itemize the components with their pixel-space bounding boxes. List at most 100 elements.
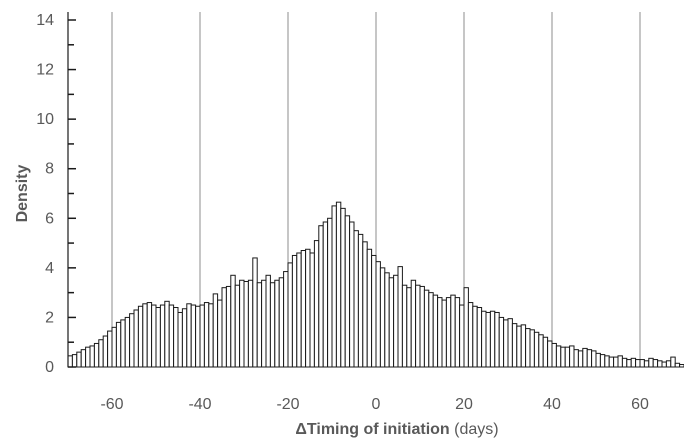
histogram-bar [243, 280, 249, 368]
histogram-bar [375, 261, 381, 368]
histogram-bar [309, 252, 315, 368]
histogram-bar [133, 309, 139, 368]
histogram-bar [397, 266, 403, 368]
histogram-bar [283, 271, 289, 368]
histogram-bar [582, 347, 588, 368]
histogram-bar [379, 267, 386, 368]
y-tick-label: 12 [36, 62, 54, 79]
y-ticks: 0 2 4 6 8 10 12 14 [36, 12, 76, 376]
histogram-bar [384, 272, 390, 368]
histogram-bar [327, 217, 333, 368]
histogram-bar [168, 304, 175, 368]
histogram-bar [445, 297, 452, 368]
histogram-bar [529, 329, 535, 368]
histogram-bar [516, 325, 522, 368]
histogram-bar [428, 292, 434, 368]
histogram-bar [507, 318, 513, 368]
histogram-bar [595, 352, 601, 368]
histogram-bar [410, 279, 417, 368]
histogram-bar [80, 349, 87, 368]
histogram-bar [318, 225, 324, 368]
histogram-bar [648, 357, 654, 368]
histogram-bar [604, 355, 610, 368]
histogram-bar [195, 305, 201, 368]
histogram-bar [560, 346, 566, 368]
histogram-bar [221, 287, 227, 368]
y-tick-label: 4 [45, 260, 54, 277]
histogram-bar [432, 294, 439, 368]
histogram-bar [296, 252, 302, 368]
histogram-bar [164, 300, 170, 368]
histogram-bar [586, 349, 593, 368]
histogram-bar [349, 221, 355, 368]
histogram-bar [331, 205, 337, 368]
histogram-bar [124, 316, 131, 368]
histogram-bar [371, 254, 377, 368]
histogram-bar [287, 262, 293, 368]
histogram-bar [291, 254, 298, 368]
histogram-bar [617, 355, 623, 368]
x-tick-label: -60 [100, 396, 123, 413]
x-tick-label: 20 [455, 396, 473, 413]
histogram-bar [265, 274, 271, 368]
histogram-bar [635, 359, 641, 368]
histogram-bar [613, 356, 619, 368]
histogram-bar [208, 303, 214, 368]
histogram-bar [181, 308, 188, 368]
histogram-bar [129, 313, 135, 368]
histogram-bar [362, 241, 368, 368]
histogram-bar [212, 293, 219, 368]
histogram-bar [599, 354, 606, 368]
histogram-bar [511, 323, 518, 368]
histogram-bar [459, 304, 465, 368]
histogram-bar [454, 297, 461, 368]
histogram-bar [489, 310, 496, 368]
histogram-bar [406, 287, 412, 368]
histogram-bar [463, 287, 469, 368]
histogram-bar [155, 307, 161, 368]
histogram-bar [305, 248, 311, 368]
histogram-bar [217, 299, 223, 368]
histogram-bar [485, 311, 491, 368]
histogram-bar [626, 359, 632, 368]
histogram-bar [665, 360, 672, 368]
histogram-bar [467, 302, 474, 368]
histogram-bar [177, 311, 183, 368]
histogram-bar [388, 277, 395, 368]
histogram-bar [159, 304, 166, 368]
histogram-bar [313, 240, 320, 368]
histogram-bar [481, 310, 487, 368]
histogram-bar [278, 277, 285, 368]
histogram-bar [547, 340, 553, 368]
histogram-bar [639, 359, 645, 368]
y-tick-label: 10 [36, 111, 54, 128]
histogram-bar [256, 282, 263, 368]
histogram-bar [476, 307, 483, 368]
histogram-bar [450, 294, 456, 368]
y-tick-label: 6 [45, 210, 54, 227]
histogram-bar [608, 356, 615, 368]
x-tick-label: 0 [372, 396, 381, 413]
histogram-bar [551, 342, 557, 368]
histogram-bar [115, 321, 122, 368]
histogram-bar [591, 350, 597, 368]
histogram-bar [652, 359, 659, 368]
histogram-bar [357, 233, 364, 368]
histogram-bar [401, 284, 408, 368]
histogram-bar [643, 360, 650, 368]
histogram-bar [89, 345, 95, 368]
histogram-bar [107, 330, 113, 368]
histogram-bar [353, 230, 359, 368]
histogram-bar [340, 207, 346, 368]
x-axis-title: ΔTiming of initiation (days) [295, 421, 498, 438]
y-axis-title: Density [14, 165, 31, 223]
histogram-bar [472, 305, 478, 368]
histogram-bar [498, 316, 505, 368]
histogram-bar [573, 349, 579, 368]
histogram-bar [239, 279, 245, 368]
histogram-bar [423, 289, 430, 368]
histogram-bar [366, 248, 373, 368]
y-tick-label: 8 [45, 161, 54, 178]
histogram-bar [630, 357, 637, 368]
